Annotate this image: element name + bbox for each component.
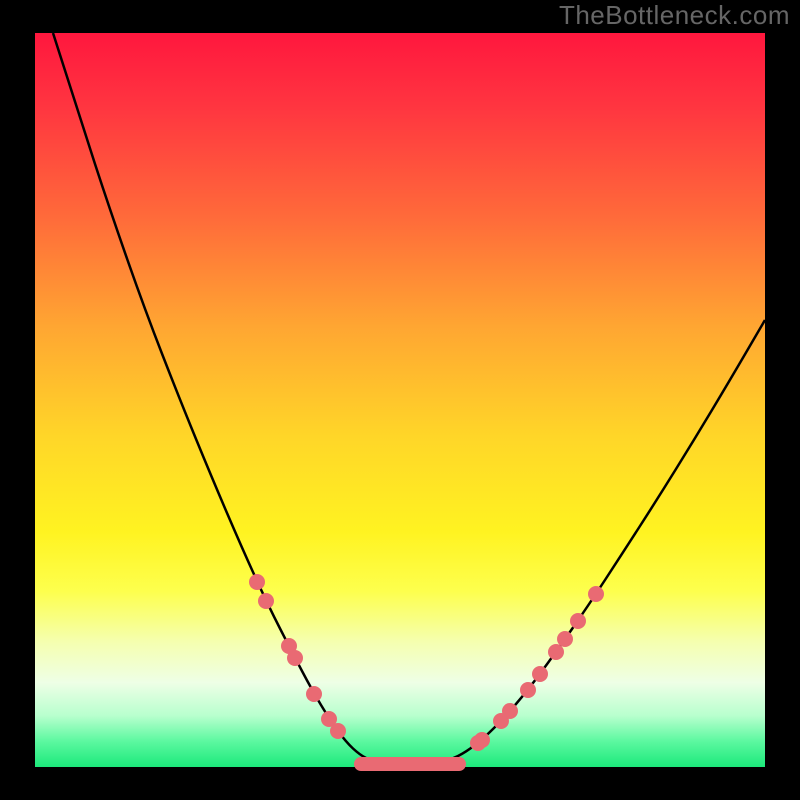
data-marker <box>474 732 490 748</box>
data-marker <box>287 650 303 666</box>
valley-marker-bar <box>354 757 466 771</box>
data-marker <box>557 631 573 647</box>
bottleneck-curve-chart <box>0 0 800 800</box>
plot-background <box>35 33 765 767</box>
data-marker <box>520 682 536 698</box>
chart-container: { "watermark": { "text": "TheBottleneck.… <box>0 0 800 800</box>
data-marker <box>588 586 604 602</box>
data-marker <box>570 613 586 629</box>
data-marker <box>306 686 322 702</box>
data-marker <box>502 703 518 719</box>
data-marker <box>249 574 265 590</box>
data-marker <box>532 666 548 682</box>
data-marker <box>330 723 346 739</box>
data-marker <box>258 593 274 609</box>
data-marker <box>548 644 564 660</box>
watermark-text: TheBottleneck.com <box>559 0 790 31</box>
